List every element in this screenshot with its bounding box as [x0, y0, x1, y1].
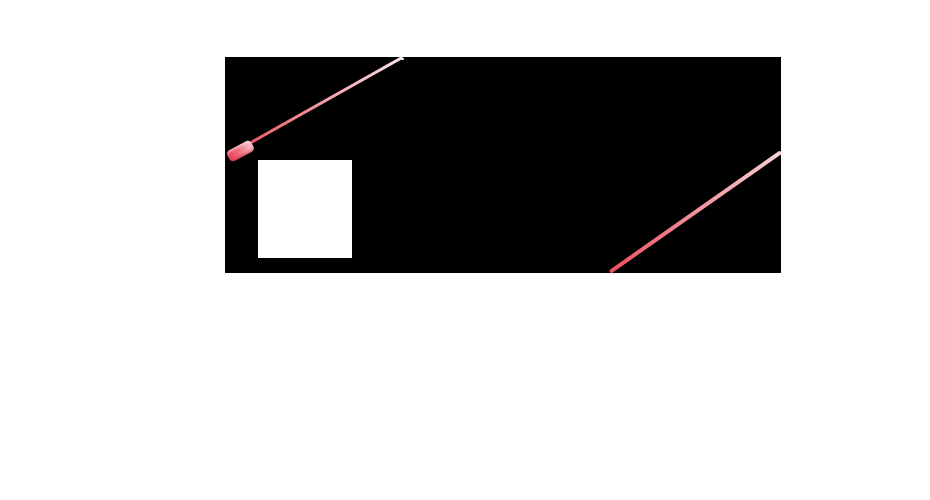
- render-viewport: [225, 57, 781, 273]
- laser-beam-lower: [608, 149, 781, 273]
- white-square: [258, 160, 352, 258]
- laser-emitter-box: [225, 138, 255, 163]
- laser-beam-upper: [250, 57, 404, 144]
- beam-tip-highlight: [401, 57, 404, 60]
